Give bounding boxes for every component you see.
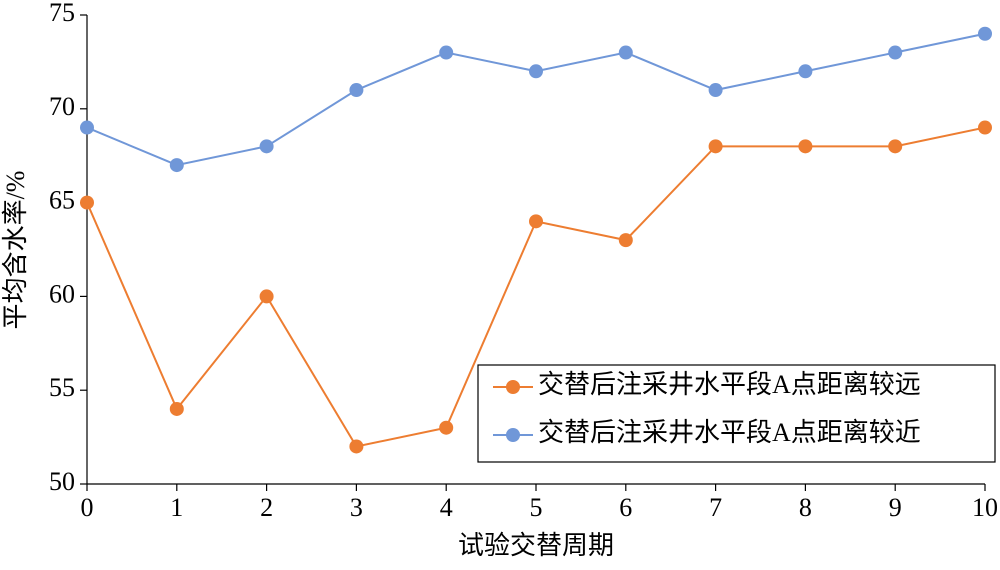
marker	[439, 45, 454, 60]
marker	[529, 64, 543, 79]
marker	[80, 120, 94, 135]
y-axis-label: 平均含水率/%	[1, 171, 30, 330]
x-tick-label: 8	[799, 493, 812, 522]
y-tick-label: 55	[49, 373, 75, 402]
marker	[798, 139, 813, 154]
legend-box	[477, 364, 996, 463]
x-tick-label: 1	[170, 493, 183, 522]
x-tick-label: 7	[709, 493, 722, 522]
marker	[708, 139, 723, 154]
y-tick-label: 70	[49, 92, 75, 121]
y-tick-label: 60	[49, 279, 75, 308]
marker	[529, 214, 543, 229]
x-tick-label: 10	[972, 493, 998, 522]
marker	[708, 83, 723, 98]
marker	[978, 26, 992, 41]
marker	[798, 64, 813, 79]
y-tick-label: 65	[49, 186, 75, 215]
marker	[259, 289, 274, 304]
x-tick-label: 4	[440, 493, 453, 522]
marker	[978, 120, 992, 135]
legend-marker	[506, 380, 520, 394]
legend-label: 交替后注采井水平段A点距离较远	[538, 370, 921, 399]
marker	[169, 401, 184, 416]
x-tick-label: 0	[81, 493, 94, 522]
marker	[169, 158, 184, 173]
marker	[259, 139, 274, 154]
marker	[618, 233, 633, 248]
x-tick-label: 5	[530, 493, 543, 522]
marker	[888, 45, 903, 60]
marker	[80, 195, 94, 210]
x-tick-label: 3	[350, 493, 363, 522]
marker	[439, 420, 454, 435]
y-tick-label: 50	[49, 467, 75, 496]
marker	[618, 45, 633, 60]
legend-label: 交替后注采井水平段A点距离较近	[538, 418, 921, 447]
x-tick-label: 9	[889, 493, 902, 522]
marker	[349, 439, 364, 454]
marker	[888, 139, 903, 154]
x-axis-label: 试验交替周期	[458, 531, 614, 560]
legend-marker	[506, 428, 520, 442]
x-tick-label: 2	[260, 493, 273, 522]
y-tick-label: 75	[49, 0, 75, 27]
marker	[349, 83, 364, 98]
x-tick-label: 6	[619, 493, 632, 522]
